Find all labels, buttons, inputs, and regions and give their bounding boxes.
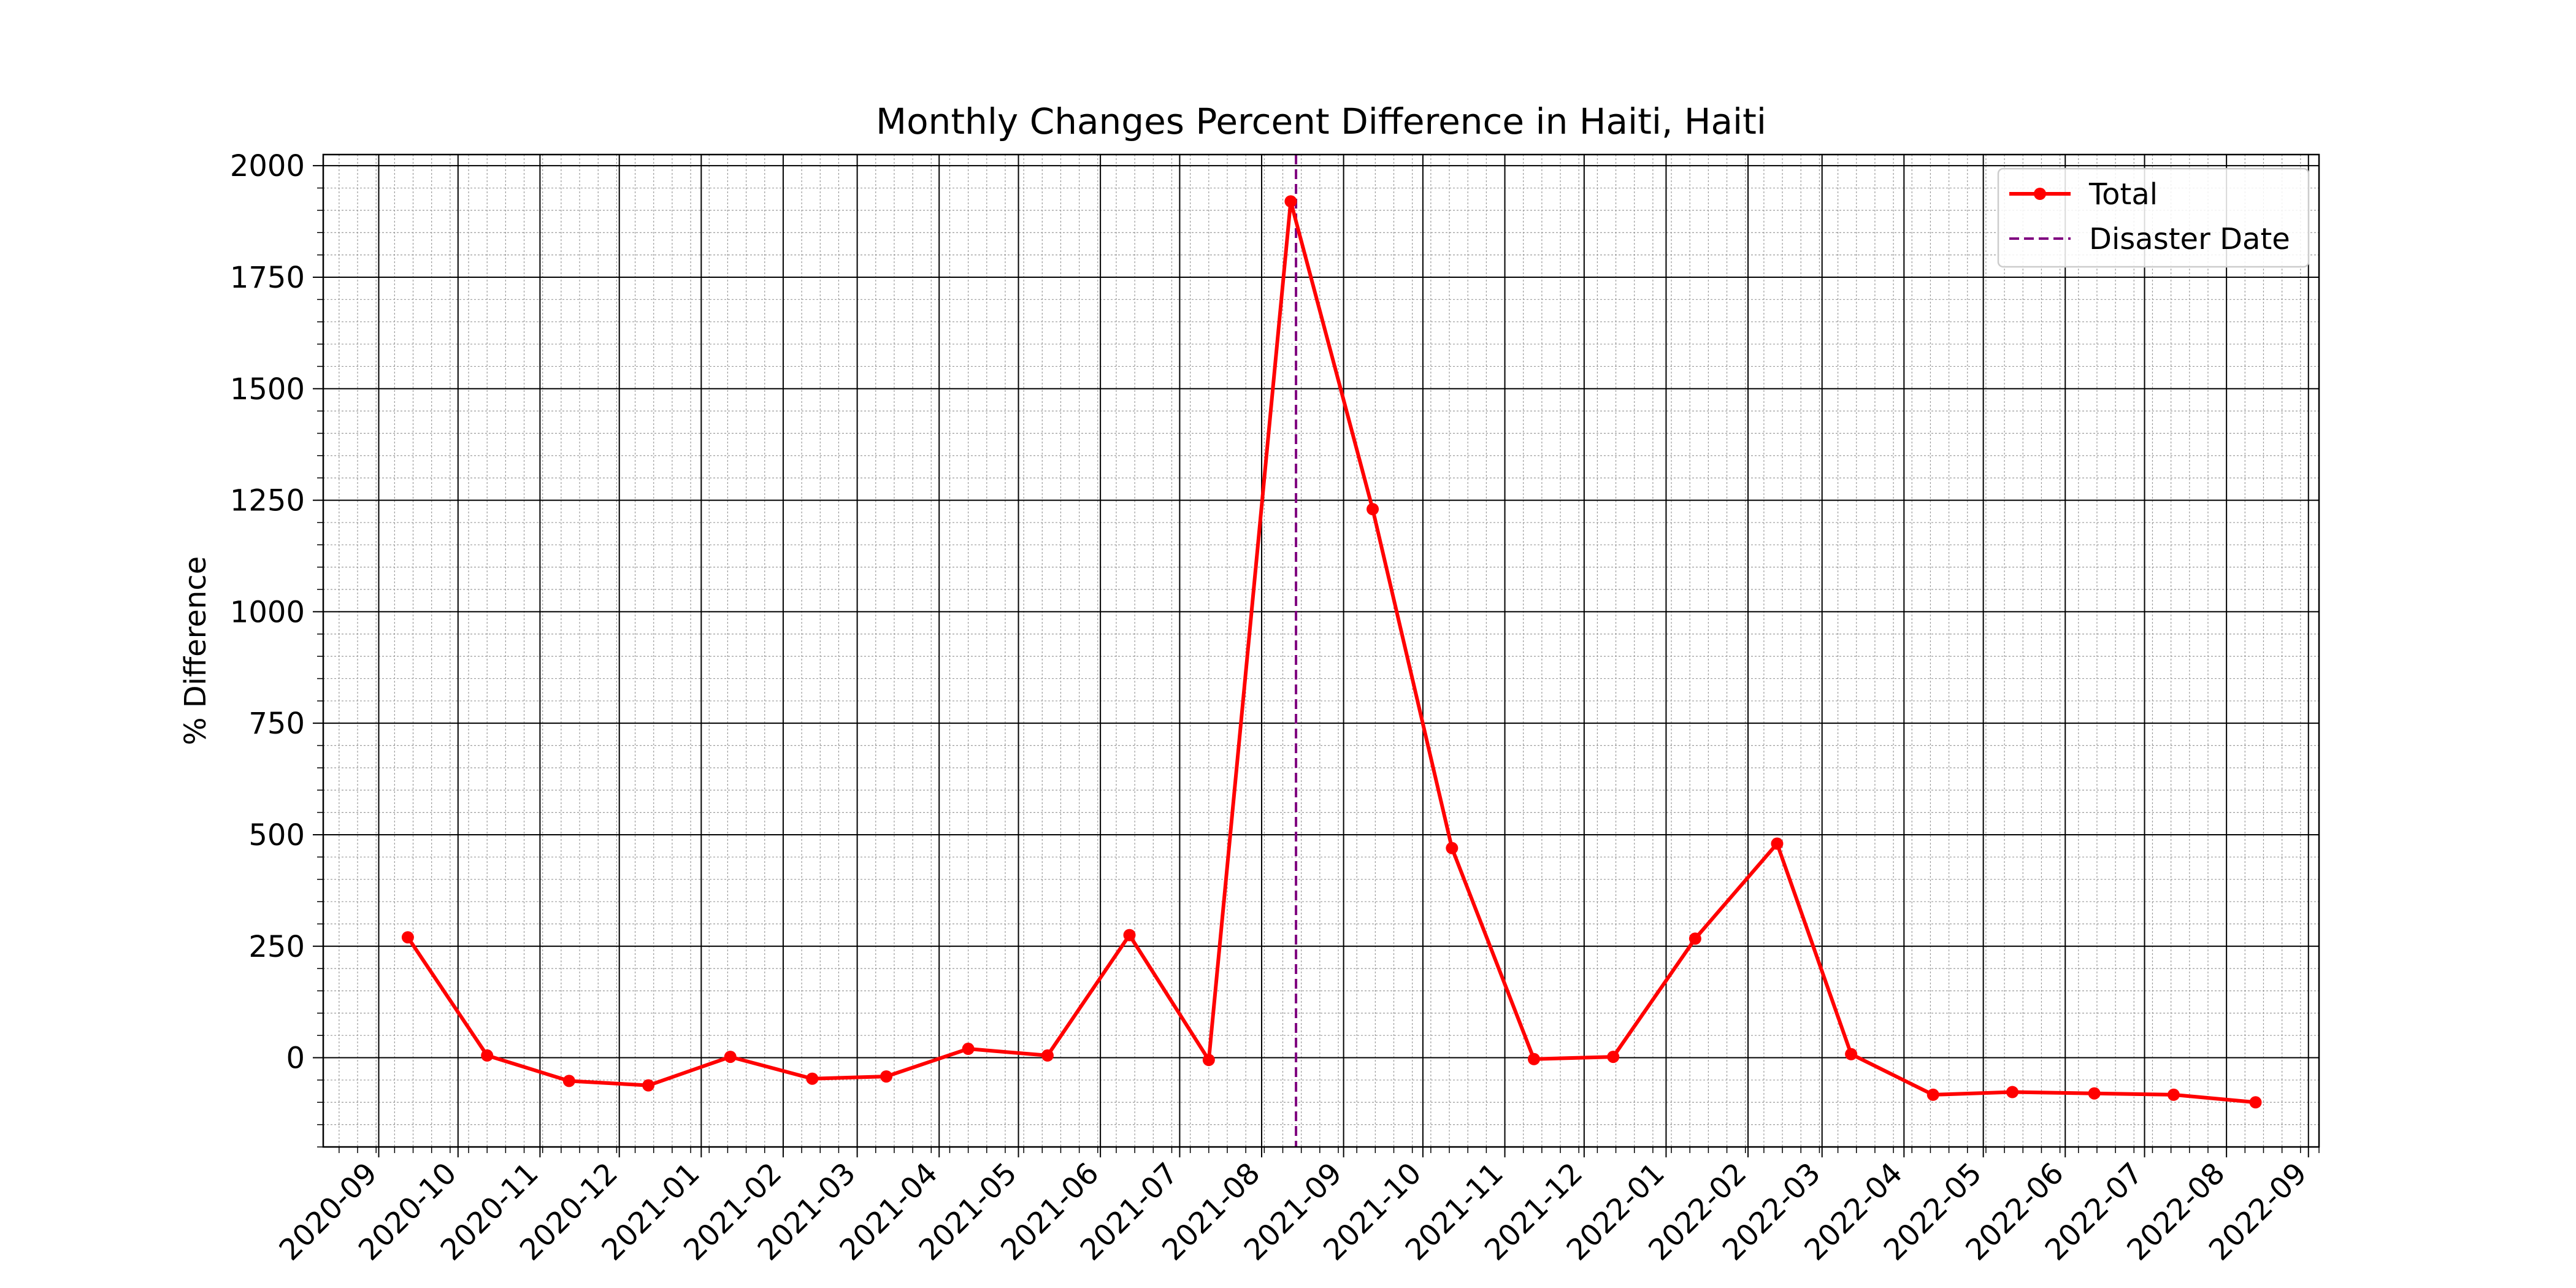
- data-point: [1284, 195, 1297, 208]
- legend-label-disaster-date: Disaster Date: [2089, 222, 2290, 256]
- legend-label-total: Total: [2088, 177, 2158, 212]
- data-point: [1202, 1054, 1215, 1067]
- y-tick-label: 500: [248, 818, 305, 853]
- data-point: [962, 1043, 975, 1056]
- data-point: [724, 1051, 737, 1064]
- data-point: [1446, 841, 1459, 854]
- legend: Total Disaster Date: [1997, 167, 2310, 268]
- plot-frame: [322, 153, 2320, 1148]
- data-point: [481, 1049, 494, 1062]
- x-axis: 2020-092020-102020-112020-122021-012021-…: [273, 1147, 2320, 1267]
- data-point: [401, 931, 414, 944]
- y-tick-label: 1000: [230, 595, 305, 629]
- data-point: [1367, 503, 1379, 516]
- data-point: [1527, 1052, 1540, 1065]
- data-point: [806, 1072, 819, 1085]
- legend-marker-total: [2034, 188, 2046, 200]
- data-point: [1607, 1051, 1620, 1064]
- data-point: [1845, 1048, 1858, 1060]
- data-point: [2006, 1086, 2019, 1098]
- y-tick-label: 1250: [230, 484, 305, 518]
- minor-grid: [323, 155, 2320, 1148]
- y-tick-label: 750: [248, 707, 305, 741]
- y-axis: 0 250 500 750 1000 1250 1500 1750 2000: [230, 149, 323, 1148]
- data-point: [1689, 932, 1701, 945]
- y-tick-label: 0: [286, 1041, 305, 1076]
- data-point: [642, 1079, 655, 1092]
- data-point: [2249, 1096, 2262, 1109]
- legend-frame: [1997, 167, 2310, 268]
- data-point: [2088, 1087, 2101, 1100]
- data-point: [2167, 1088, 2180, 1101]
- data-point: [562, 1075, 575, 1087]
- data-point: [1771, 837, 1784, 850]
- series-layer: [401, 195, 2262, 1109]
- data-point: [1926, 1088, 1939, 1101]
- y-tick-label: 1750: [230, 261, 305, 295]
- y-tick-label: 250: [248, 930, 305, 964]
- chart-title: Monthly Changes Percent Difference in Ha…: [876, 101, 1766, 142]
- series-line-total: [406, 199, 2256, 1105]
- major-grid: [323, 155, 2319, 1147]
- data-point: [880, 1070, 893, 1083]
- y-tick-label: 2000: [230, 149, 305, 183]
- data-point: [1041, 1049, 1054, 1062]
- data-point: [1123, 929, 1136, 941]
- y-tick-label: 1500: [230, 372, 305, 407]
- y-axis-label: % Difference: [178, 556, 213, 745]
